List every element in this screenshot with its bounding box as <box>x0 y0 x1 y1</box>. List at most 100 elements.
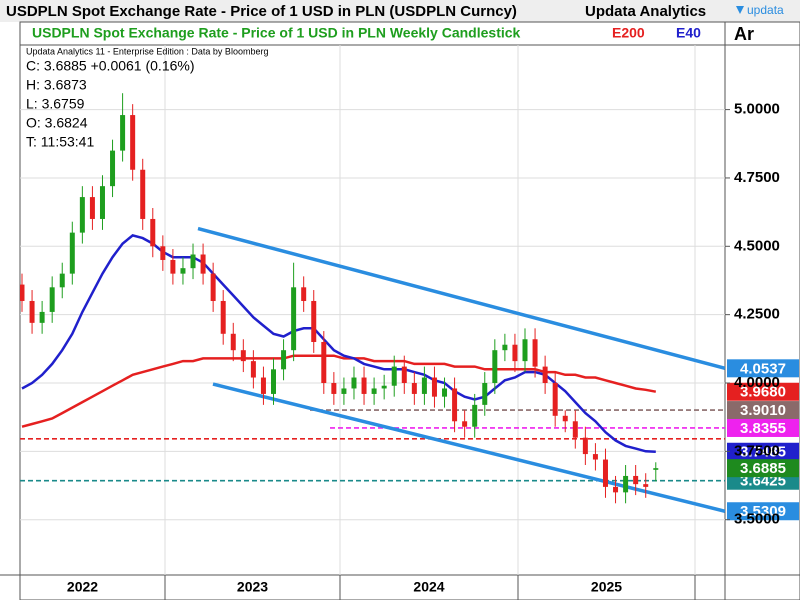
price-tag-label: 3.9680 <box>740 384 786 401</box>
candle-body <box>89 197 95 219</box>
candle-body <box>190 254 196 269</box>
candle-body <box>442 388 448 397</box>
header-title: USDPLN Spot Exchange Rate - Price of 1 U… <box>6 3 517 20</box>
candle-body <box>542 366 548 383</box>
candle-body <box>492 350 498 383</box>
candle-body <box>180 268 186 274</box>
info-close: C: 3.6885 +0.0061 (0.16%) <box>26 58 195 74</box>
candle-body <box>351 377 357 389</box>
candle-body <box>200 254 206 274</box>
plot <box>20 45 725 575</box>
price-tag <box>727 442 799 461</box>
candle-body <box>552 382 558 416</box>
price-tag-label: 3.7485 <box>740 444 786 461</box>
candle-body <box>321 341 327 383</box>
info-high: H: 3.6873 <box>26 77 87 93</box>
candle-body <box>240 350 246 362</box>
y-tick-label: 5.0000 <box>734 101 780 118</box>
candle-body <box>522 339 528 362</box>
info-open: O: 3.6824 <box>26 115 88 131</box>
price-tag-label: 3.9010 <box>740 402 786 419</box>
candle-body <box>150 218 156 247</box>
candle-body <box>220 300 226 334</box>
candle-body <box>653 468 659 470</box>
candle-body <box>170 259 176 274</box>
y-tick-label: 4.7500 <box>734 169 780 186</box>
candle-body <box>99 186 105 219</box>
candle-body <box>130 115 136 170</box>
info-edition: Updata Analytics 11 - Enterprise Edition… <box>26 46 268 56</box>
candle-body <box>79 197 85 233</box>
candle-body <box>502 344 508 351</box>
logo-icon <box>736 6 744 14</box>
candle-body <box>331 382 337 394</box>
y-tick-label: 4.5000 <box>734 237 780 254</box>
candle-body <box>562 415 568 422</box>
candle-body <box>120 115 126 151</box>
candle-body <box>592 454 598 460</box>
legend-entry: E40 <box>676 25 701 41</box>
price-tag-label: 3.6885 <box>740 460 786 477</box>
candle-body <box>391 366 397 386</box>
candle-body <box>633 475 639 485</box>
candle-body <box>643 484 649 487</box>
candle-body <box>49 287 55 312</box>
price-tag-label: 3.5309 <box>740 503 786 520</box>
candle-body <box>381 385 387 389</box>
y-tick-label: 4.2500 <box>734 306 780 323</box>
candle-body <box>452 388 458 422</box>
legend-entry: E200 <box>612 25 645 41</box>
candle-body <box>301 287 307 301</box>
candle-body <box>582 437 588 455</box>
x-tick-label: 2025 <box>591 579 622 595</box>
candle-body <box>260 377 266 394</box>
candle-body <box>512 344 518 362</box>
candle-body <box>59 273 65 288</box>
y-tick-label: 3.5000 <box>734 511 780 528</box>
candle-body <box>572 421 578 438</box>
trend-line <box>212 382 725 513</box>
candle-body <box>271 369 276 394</box>
price-tag-label: 4.0537 <box>740 360 786 377</box>
logo: updata <box>747 3 784 17</box>
x-tick-label: 2022 <box>67 579 98 595</box>
price-tag <box>727 401 799 420</box>
candle-body <box>421 377 427 394</box>
price-tag <box>727 359 799 378</box>
chart-title: USDPLN Spot Exchange Rate - Price of 1 U… <box>32 25 521 41</box>
header-brand: Updata Analytics <box>585 3 706 20</box>
candle-body <box>210 273 216 301</box>
candle-body <box>341 388 347 394</box>
candle-body <box>140 169 146 219</box>
candle-body <box>462 421 468 427</box>
candle-body <box>472 404 478 427</box>
candle-body <box>69 232 75 274</box>
candle-body <box>431 377 437 397</box>
x-tick-label: 2024 <box>413 579 444 595</box>
frame <box>19 21 800 600</box>
candle-body <box>160 246 166 260</box>
candle-body <box>291 287 297 351</box>
y-tick-label: 3.7500 <box>734 442 780 459</box>
candle-body <box>281 350 287 370</box>
info-time: T: 11:53:41 <box>26 134 94 150</box>
price-tag-label: 3.8355 <box>740 420 786 437</box>
candle-body <box>230 333 236 351</box>
candle-body <box>311 300 317 342</box>
candle-body <box>411 382 417 394</box>
candle-body <box>613 486 619 493</box>
candle-body <box>623 475 629 493</box>
y-tick-label: 4.0000 <box>734 374 780 391</box>
candle-body <box>401 366 407 383</box>
candle-body <box>20 284 25 301</box>
candle-body <box>361 377 367 394</box>
corner-label: Ar <box>734 24 754 44</box>
candle-body <box>39 311 45 323</box>
candle-body <box>602 459 608 487</box>
candle-body <box>371 388 377 394</box>
price-tag <box>727 459 799 478</box>
candle-body <box>532 339 538 367</box>
price-tag <box>727 382 799 401</box>
